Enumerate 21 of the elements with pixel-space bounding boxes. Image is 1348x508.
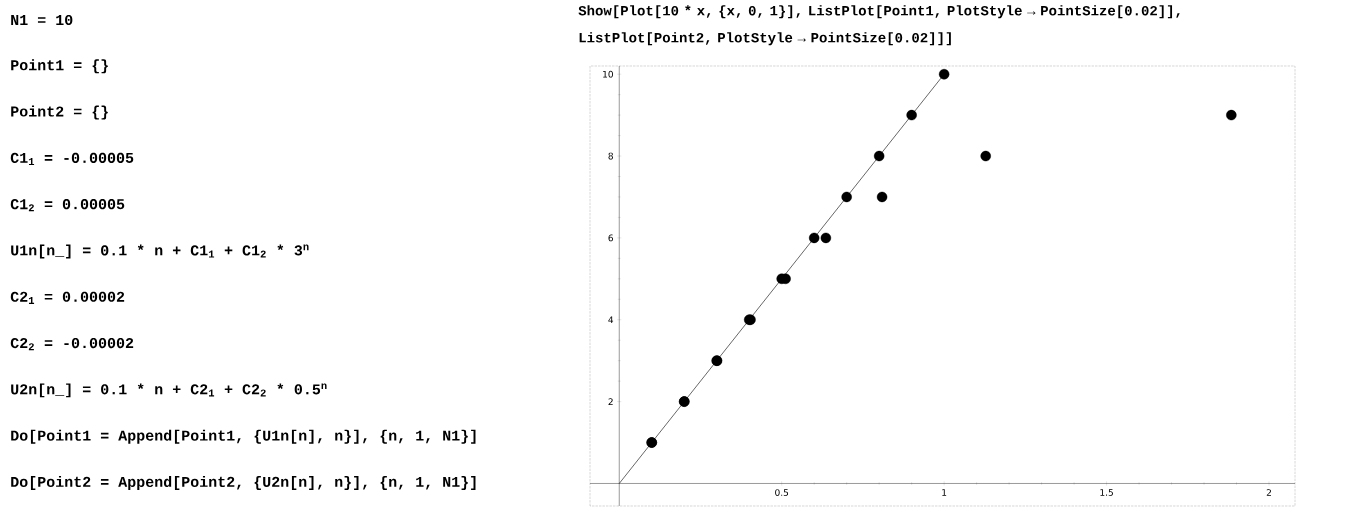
text: C2$_{2}$ = -0.00002 — [10, 337, 134, 351]
y-tick-label: 10 — [603, 70, 613, 78]
x-tick-label: 1 — [942, 489, 947, 496]
text: C1$_{2}$ = 0.00005 — [10, 199, 125, 212]
text: Point1 = {} — [11, 59, 108, 74]
text: C1$_{1}$ = -0.00005 — [10, 152, 134, 165]
text: N1 = 10 — [11, 14, 73, 26]
text: C2$_{1}$ = 0.00002 — [10, 291, 125, 304]
x-tick-label: 2 — [1266, 489, 1271, 496]
y-tick-label: 2 — [608, 398, 613, 405]
chart-title: Show[Plot[10 * x, {x, 0, 1}], ListPlot[Point1, PlotStyle → PointSize[0.02]], ListPlot[Point2, PlotStyle → PointSize[0.02]]] — [578, 5, 1180, 46]
text: Do[Point2 = Append[Point2, {U2n[n], n}], {n, 1, N1}] — [11, 475, 476, 490]
x-tick-label: 0.5 — [775, 489, 789, 496]
x-tick-label: 1.5 — [1100, 489, 1113, 496]
text: U1n[n_] = 0.1 * n + C1$_{1}$ + C1$_{2}$ * 3$^{n}$ — [11, 244, 309, 259]
text: U2n[n_] = 0.1 * n + C2$_{1}$ + C2$_{2}$ * 0.5$^{n}$ — [11, 383, 327, 398]
y-tick-label: 8 — [608, 152, 613, 160]
y-tick-label: 4 — [608, 316, 614, 324]
y-tick-label: 6 — [608, 234, 614, 242]
text: Do[Point1 = Append[Point1, {U1n[n], n}], {n, 1, N1}] — [11, 429, 476, 444]
text: Point2 = {} — [11, 105, 108, 120]
